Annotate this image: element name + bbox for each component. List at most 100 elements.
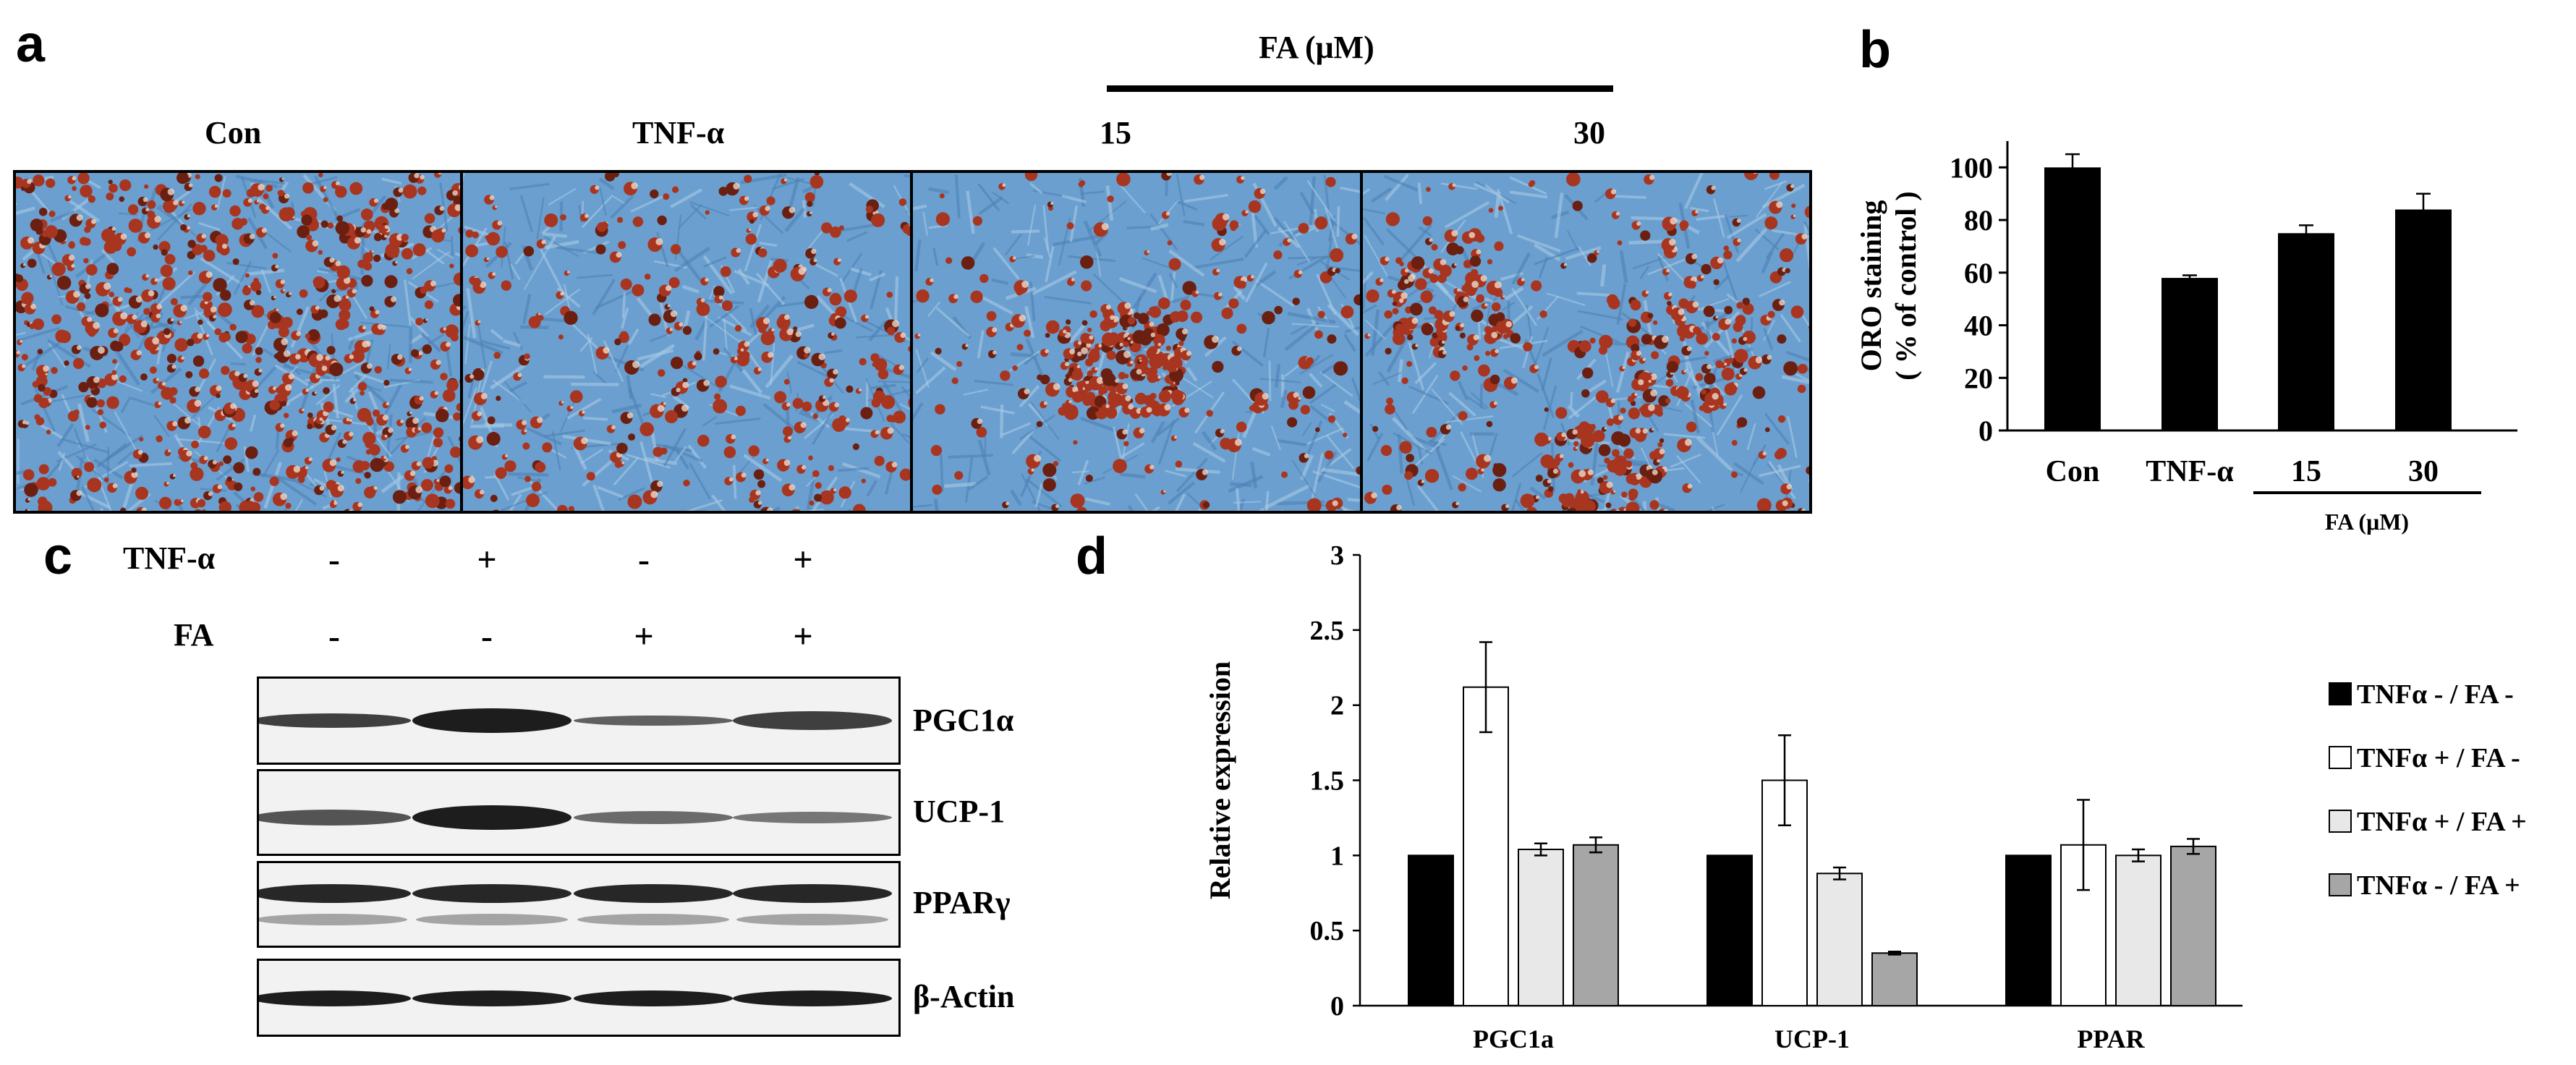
bar	[1463, 686, 1509, 1006]
error-bar	[2132, 848, 2145, 862]
fa-group-line	[1107, 85, 1613, 92]
y-tick-label: 3	[1330, 540, 1344, 571]
fa-sign-1: -	[328, 617, 340, 655]
blot-label-pparg: PPARγ	[913, 885, 1011, 920]
blot-label-actin: β-Actin	[913, 979, 1015, 1014]
bar	[2044, 167, 2101, 430]
blot-band	[733, 884, 892, 903]
error-bar	[1534, 842, 1547, 857]
y-tick-label: 80	[1964, 204, 1993, 237]
error-bar	[1479, 641, 1492, 734]
blot-pparg	[257, 861, 901, 948]
fa-sign-2: -	[481, 617, 493, 655]
x-tick-label: TNF-α	[2146, 455, 2234, 488]
blot-band	[259, 713, 411, 728]
x-tick-label: PGC1a	[1473, 1024, 1554, 1053]
blot-band	[259, 884, 411, 903]
blot-band	[733, 711, 892, 730]
blot-label-pgc1a: PGC1α	[913, 703, 1014, 738]
y-tick-label: 0	[1330, 991, 1344, 1022]
tnf-sign-4: +	[793, 540, 813, 579]
blot-band	[574, 990, 733, 1006]
error-bar	[1589, 836, 1602, 854]
error-bar	[2065, 153, 2080, 181]
error-bar	[1778, 734, 1791, 827]
bar	[1706, 854, 1753, 1007]
bar	[2161, 278, 2218, 430]
micrograph-fa30-image	[1363, 173, 1809, 511]
blot-band-lower	[577, 914, 729, 925]
y-tick-label: 0.5	[1310, 916, 1345, 946]
micro-col-label-con: Con	[205, 115, 262, 150]
error-bar	[2299, 224, 2313, 242]
blot-ucp1	[257, 769, 901, 856]
y-tick-label: 2.5	[1310, 616, 1345, 646]
micrograph-tnf-image	[463, 173, 910, 511]
micro-col-label-tnf: TNF-α	[632, 115, 725, 150]
legend-swatch	[2329, 746, 2352, 769]
bar	[2278, 233, 2334, 430]
blot-band	[733, 990, 892, 1006]
bar	[1871, 952, 1918, 1006]
legend-label: TNFα - / FA -	[2357, 679, 2514, 710]
y-axis-label: ( % of control )	[1890, 191, 1922, 380]
blot-band	[574, 811, 733, 824]
y-tick-label: 100	[1950, 151, 1993, 184]
panel-d-letter: d	[1076, 527, 1108, 585]
y-tick-label: 1	[1330, 841, 1344, 871]
micrograph-fa15	[910, 170, 1363, 514]
blot-band	[574, 716, 733, 726]
error-bar	[2416, 192, 2431, 226]
blot-pparg-bands	[259, 884, 892, 925]
x-tick-label: UCP-1	[1774, 1024, 1850, 1053]
micrograph-con	[13, 170, 463, 514]
bar	[2115, 854, 2161, 1007]
legend-label: TNFα + / FA -	[2357, 743, 2520, 773]
blot-band	[733, 812, 892, 823]
bar	[2005, 854, 2052, 1007]
x-tick-label: Con	[2046, 455, 2100, 488]
blot-band	[574, 884, 733, 903]
legend-label: TNFα - / FA +	[2357, 870, 2520, 901]
micrograph-fa15-image	[913, 173, 1360, 511]
error-bar	[2182, 274, 2197, 281]
blot-pgc1a	[257, 676, 901, 765]
fa-sign-3: +	[634, 617, 654, 655]
micrograph-tnf	[460, 170, 913, 514]
x-tick-label: 15	[2291, 455, 2321, 488]
micro-col-label-30: 30	[1573, 115, 1605, 150]
y-tick-label: 2	[1330, 691, 1344, 721]
bar	[1816, 873, 1863, 1006]
error-bar	[2187, 838, 2200, 855]
fa-group-label: FA (μM)	[1259, 30, 1374, 65]
blot-band-lower	[736, 914, 888, 925]
y-tick-label: 40	[1964, 310, 1993, 342]
fa-group-label: FA (μM)	[2325, 509, 2409, 535]
tnf-sign-1: -	[328, 540, 340, 579]
bar	[1573, 844, 1619, 1006]
blot-label-ucp1: UCP-1	[913, 794, 1006, 829]
x-tick-label: 30	[2408, 455, 2439, 488]
y-tick-label: 0	[1978, 415, 1993, 447]
legend-swatch	[2329, 682, 2352, 705]
bar	[2170, 845, 2216, 1006]
y-axis-label: Relative expression	[1204, 661, 1236, 899]
micro-col-label-15: 15	[1100, 115, 1131, 150]
error-bar	[1833, 866, 1846, 881]
panel-b-letter: b	[1859, 21, 1891, 79]
blot-band-lower	[259, 914, 407, 925]
blot-band	[412, 884, 571, 903]
chart-b: 0 20 40 60 80 100 ORO staining( % of control )…	[1855, 141, 2517, 535]
legend-swatch	[2329, 873, 2352, 896]
blot-band	[412, 805, 571, 830]
legend-swatch	[2329, 810, 2352, 833]
y-tick-label: 60	[1964, 257, 1993, 289]
blot-band	[412, 990, 571, 1006]
tnf-sign-3: -	[638, 540, 650, 579]
legend-label: TNFα + / FA +	[2357, 807, 2527, 837]
bar	[2395, 209, 2452, 430]
fa-row-label: FA	[174, 617, 214, 653]
blot-band-lower	[416, 914, 568, 925]
tnf-row-label: TNF-α	[123, 540, 216, 576]
error-bar	[2077, 799, 2090, 891]
